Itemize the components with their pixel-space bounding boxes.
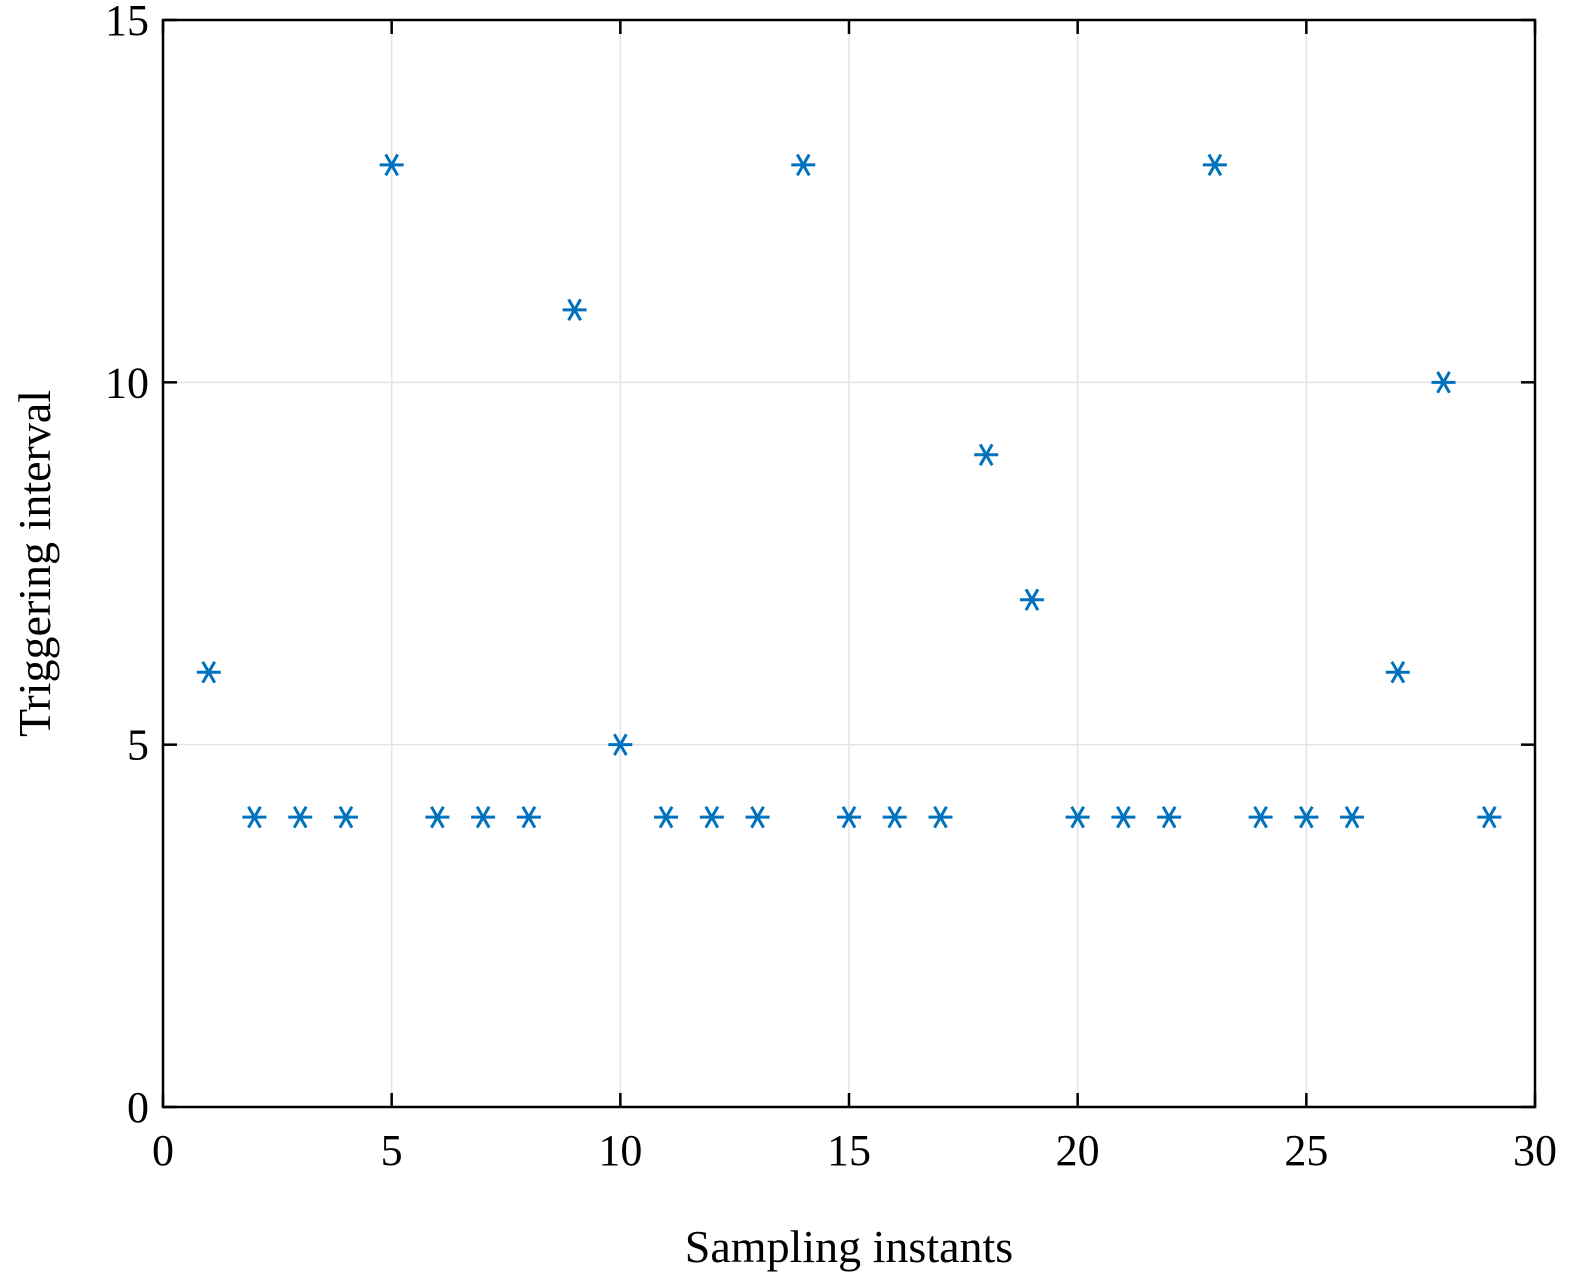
data-point (562, 298, 587, 322)
data-point (1477, 805, 1502, 829)
data-point (654, 805, 679, 829)
data-point (1157, 805, 1182, 829)
data-point (1111, 805, 1136, 829)
data-point (928, 805, 953, 829)
data-point (471, 805, 496, 829)
data-point (882, 805, 907, 829)
y-tick-label: 5 (127, 721, 149, 770)
data-point (1248, 805, 1273, 829)
x-tick-label: 30 (1513, 1126, 1557, 1175)
data-point (1431, 371, 1456, 394)
data-point (974, 443, 999, 466)
data-point (516, 805, 541, 829)
y-axis-label: Triggering interval (9, 390, 60, 737)
data-point (1340, 805, 1365, 829)
grid-lines (163, 20, 1535, 1107)
data-point (333, 805, 358, 829)
x-tick-label: 15 (827, 1126, 871, 1175)
y-tick-label: 0 (127, 1083, 149, 1132)
x-tick-label: 25 (1284, 1126, 1328, 1175)
x-tick-label: 10 (598, 1126, 642, 1175)
data-point (1065, 805, 1090, 829)
data-point (1385, 661, 1410, 684)
data-point (242, 805, 267, 829)
x-tick-label: 0 (152, 1126, 174, 1175)
data-point (379, 153, 404, 177)
data-point (791, 153, 816, 177)
data-point (837, 805, 861, 829)
data-point (1294, 805, 1319, 829)
data-point (1019, 588, 1044, 611)
data-point (608, 733, 633, 756)
data-point (699, 805, 724, 829)
data-points (196, 153, 1502, 829)
data-point (425, 805, 450, 829)
x-tick-label: 5 (381, 1126, 403, 1175)
data-point (196, 661, 221, 684)
y-tick-label: 15 (105, 0, 149, 45)
tick-labels: 0 5 10 15 20 25 30 0 5 10 15 (105, 0, 1557, 1175)
x-tick-label: 20 (1056, 1126, 1100, 1175)
tick-marks (161, 18, 1537, 1109)
data-point (288, 805, 313, 829)
data-point (745, 805, 770, 829)
y-tick-label: 10 (105, 358, 149, 407)
x-axis-label: Sampling instants (685, 1221, 1013, 1272)
data-point (1202, 153, 1227, 177)
